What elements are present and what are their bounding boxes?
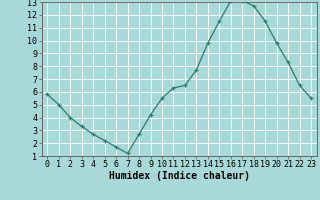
X-axis label: Humidex (Indice chaleur): Humidex (Indice chaleur) [109,171,250,181]
